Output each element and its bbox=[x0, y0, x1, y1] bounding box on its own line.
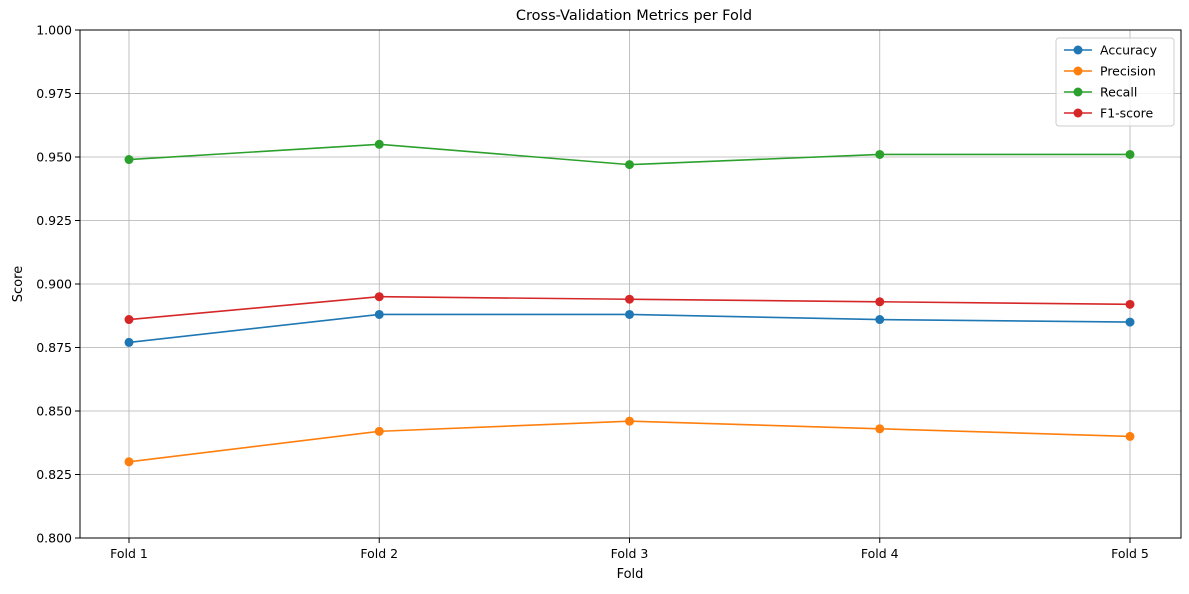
data-point-f1-score bbox=[374, 292, 384, 302]
data-point-precision bbox=[625, 416, 634, 426]
legend-label: Accuracy bbox=[1100, 43, 1158, 58]
legend-items: Accuracy Precision Recall F1-score bbox=[1064, 43, 1158, 121]
data-point-accuracy bbox=[1125, 317, 1135, 327]
data-point-accuracy bbox=[374, 309, 384, 319]
x-tick-label: Fold 1 bbox=[110, 546, 148, 561]
x-axis-ticks: Fold 1 Fold 2 Fold 3 Fold 4 Fold 5 bbox=[110, 538, 1149, 561]
y-axis-ticks: 0.800 0.825 0.850 0.875 0.900 0.925 0.950 0.975… bbox=[36, 23, 80, 546]
legend-label: Precision bbox=[1100, 64, 1156, 79]
series-recall bbox=[124, 139, 1135, 170]
y-tick-label: 0.800 bbox=[36, 531, 72, 546]
legend-item-recall: Recall bbox=[1064, 85, 1137, 100]
grid-lines bbox=[80, 29, 1181, 539]
x-tick-label: Fold 3 bbox=[611, 546, 649, 561]
chart-title: Cross-Validation Metrics per Fold bbox=[516, 8, 752, 24]
y-tick-label: 0.900 bbox=[36, 277, 72, 292]
data-point-recall bbox=[875, 149, 885, 159]
y-tick-label: 0.925 bbox=[36, 213, 72, 228]
data-point-recall bbox=[374, 139, 384, 149]
data-point-accuracy bbox=[625, 309, 634, 319]
series-lines bbox=[124, 139, 1135, 467]
y-tick-label: 1.000 bbox=[36, 23, 72, 38]
data-point-precision bbox=[124, 457, 134, 467]
y-tick-label: 0.975 bbox=[36, 86, 72, 101]
legend-item-precision: Precision bbox=[1064, 64, 1156, 79]
y-tick-label: 0.875 bbox=[36, 340, 72, 355]
legend: Accuracy Precision Recall F1-score bbox=[1055, 37, 1175, 127]
legend-marker bbox=[1073, 108, 1083, 118]
data-point-f1-score bbox=[625, 294, 634, 304]
y-axis-label: Score bbox=[11, 266, 26, 302]
y-tick-label: 0.825 bbox=[36, 467, 72, 482]
legend-box bbox=[1055, 37, 1175, 127]
data-point-precision bbox=[374, 426, 384, 436]
y-tick-label: 0.950 bbox=[36, 150, 72, 165]
data-point-f1-score bbox=[875, 297, 885, 307]
legend-item-f1-score: F1-score bbox=[1064, 106, 1154, 121]
data-point-recall bbox=[124, 155, 134, 165]
x-tick-label: Fold 4 bbox=[861, 546, 899, 561]
data-point-precision bbox=[1125, 431, 1135, 441]
data-point-accuracy bbox=[124, 337, 134, 347]
legend-marker bbox=[1073, 66, 1083, 76]
data-point-precision bbox=[875, 424, 885, 434]
legend-marker bbox=[1073, 87, 1083, 97]
data-point-recall bbox=[625, 160, 634, 170]
x-axis-label: Fold bbox=[617, 567, 644, 582]
legend-item-accuracy: Accuracy bbox=[1064, 43, 1158, 58]
series-precision bbox=[124, 416, 1135, 467]
data-point-f1-score bbox=[124, 315, 134, 325]
series-accuracy bbox=[124, 309, 1135, 347]
series-f1-score bbox=[124, 292, 1135, 325]
data-point-recall bbox=[1125, 149, 1135, 159]
legend-label: Recall bbox=[1100, 85, 1137, 100]
y-tick-label: 0.850 bbox=[36, 404, 72, 419]
data-point-f1-score bbox=[1125, 299, 1135, 309]
legend-marker bbox=[1073, 45, 1083, 55]
legend-label: F1-score bbox=[1100, 106, 1154, 121]
x-tick-label: Fold 2 bbox=[360, 546, 398, 561]
data-point-accuracy bbox=[875, 315, 885, 325]
x-tick-label: Fold 5 bbox=[1111, 546, 1149, 561]
